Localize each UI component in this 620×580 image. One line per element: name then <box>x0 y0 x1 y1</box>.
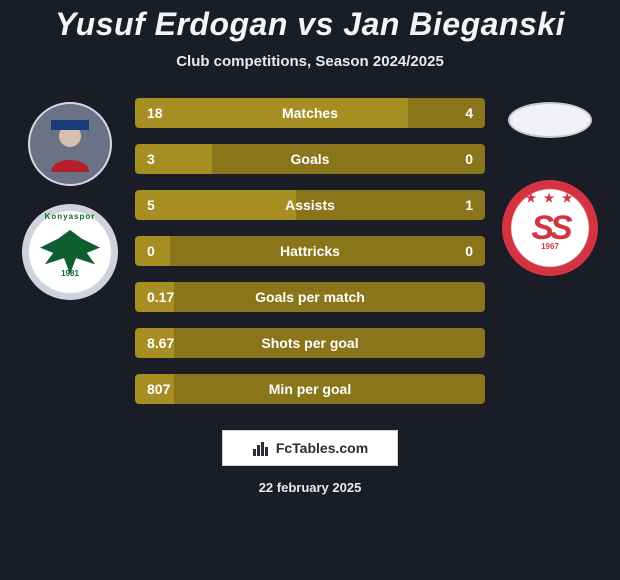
club-left-year: 1981 <box>24 269 116 278</box>
stat-bar-right <box>174 328 486 358</box>
stat-row: 8.67Shots per goal <box>135 328 485 358</box>
brand-text: FcTables.com <box>276 440 368 456</box>
stat-value-right: 0 <box>465 243 473 259</box>
stat-row: 51Assists <box>135 190 485 220</box>
stat-value-left: 18 <box>147 105 163 121</box>
stat-value-left: 0 <box>147 243 155 259</box>
subtitle: Club competitions, Season 2024/2025 <box>0 53 620 70</box>
club-right-year: 1967 <box>505 242 595 251</box>
player-left-club-badge: Konyaspor 1981 <box>22 204 118 300</box>
stat-value-right: 1 <box>465 197 473 213</box>
stat-value-left: 5 <box>147 197 155 213</box>
stat-row: 807Min per goal <box>135 374 485 404</box>
stat-bar-left: 0.17 <box>135 282 174 312</box>
stat-value-left: 807 <box>147 381 170 397</box>
club-left-name: Konyaspor <box>24 212 116 221</box>
stat-value-left: 8.67 <box>147 335 174 351</box>
stat-row: 0.17Goals per match <box>135 282 485 312</box>
bars-chart-icon <box>252 439 270 457</box>
stat-value-right: 4 <box>465 105 473 121</box>
stats-bars: 184Matches30Goals51Assists00Hattricks0.1… <box>135 98 485 404</box>
stat-bar-right <box>174 282 486 312</box>
stat-bar-right: 0 <box>170 236 485 266</box>
stat-bar-left: 8.67 <box>135 328 174 358</box>
stat-bar-right: 4 <box>408 98 485 128</box>
stat-bar-left: 5 <box>135 190 296 220</box>
eagle-icon <box>40 230 100 274</box>
stat-bar-left: 18 <box>135 98 408 128</box>
player-left-avatar <box>28 102 112 186</box>
stars-icon: ★ ★ ★ <box>505 191 595 205</box>
stat-bar-left: 3 <box>135 144 212 174</box>
stats-area: Konyaspor 1981 184Matches30Goals51Assist… <box>0 98 620 404</box>
player-right-club-badge: ★ ★ ★ SS 1967 <box>502 180 598 276</box>
stat-row: 00Hattricks <box>135 236 485 266</box>
left-player-column: Konyaspor 1981 <box>15 98 125 300</box>
stat-row: 184Matches <box>135 98 485 128</box>
player-right-avatar-placeholder <box>508 102 592 138</box>
stat-value-left: 3 <box>147 151 155 167</box>
person-icon <box>42 116 98 172</box>
stat-bar-right: 1 <box>296 190 485 220</box>
stat-value-right: 0 <box>465 151 473 167</box>
infographic-container: Yusuf Erdogan vs Jan Bieganski Club comp… <box>0 0 620 580</box>
stat-row: 30Goals <box>135 144 485 174</box>
right-player-column: ★ ★ ★ SS 1967 <box>495 98 605 276</box>
title: Yusuf Erdogan vs Jan Bieganski <box>0 6 620 43</box>
stat-bar-right <box>174 374 486 404</box>
brand-logo: FcTables.com <box>222 430 398 466</box>
stat-bar-left: 0 <box>135 236 170 266</box>
footer-date: 22 february 2025 <box>0 480 620 495</box>
stat-bar-left: 807 <box>135 374 174 404</box>
stat-value-left: 0.17 <box>147 289 174 305</box>
stat-bar-right: 0 <box>212 144 485 174</box>
